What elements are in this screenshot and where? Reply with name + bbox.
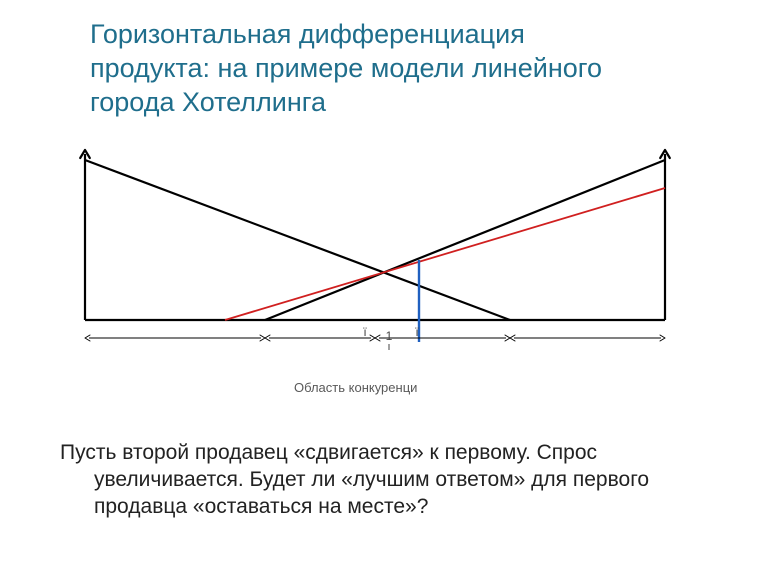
hotelling-diagram: ї ї 1 (65, 140, 685, 370)
svg-text:ї: ї (362, 325, 367, 339)
competition-area-label: Область конкуренци (294, 381, 417, 395)
svg-text:1: 1 (386, 329, 393, 343)
slide-title: Горизонтальная дифференциация продукта: … (90, 18, 650, 119)
svg-text:ї: ї (414, 325, 419, 339)
body-text: Пусть второй продавец «сдвигается» к пер… (60, 440, 710, 521)
body-text-span: Пусть второй продавец «сдвигается» к пер… (60, 440, 710, 521)
